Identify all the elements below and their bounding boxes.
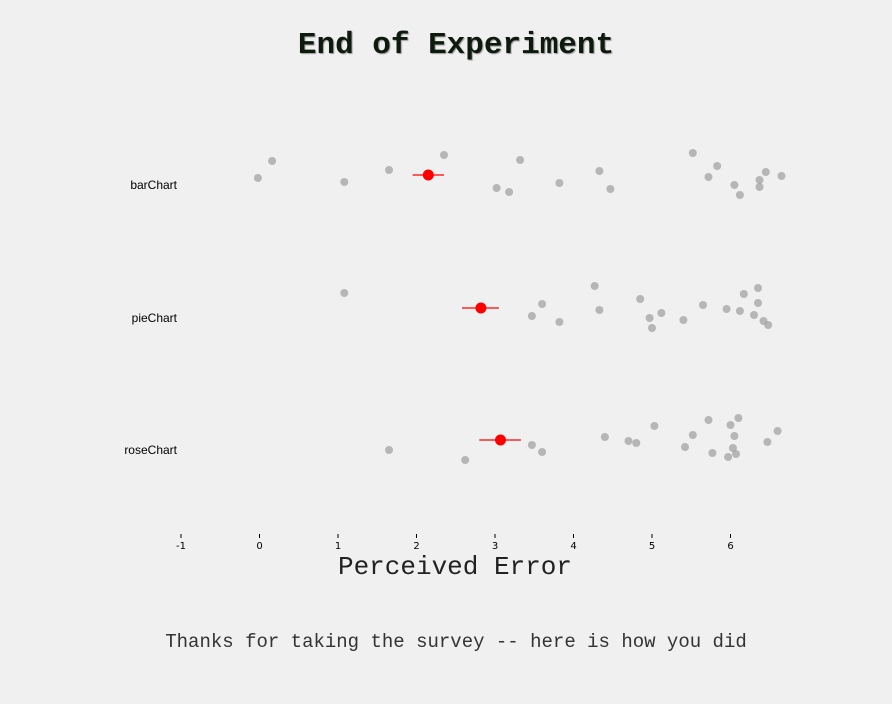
x-tick-label: 5: [649, 541, 655, 552]
data-point: [595, 306, 604, 314]
data-point: [527, 312, 536, 320]
data-point: [492, 184, 501, 192]
data-point: [590, 282, 599, 290]
data-point: [624, 437, 633, 445]
data-point: [555, 179, 564, 187]
data-point: [650, 422, 659, 430]
page-title: End of Experiment: [297, 28, 615, 63]
data-point: [645, 314, 654, 322]
category-label-roseChart: roseChart: [124, 443, 177, 457]
footer-message: Thanks for taking the survey -- here is …: [165, 631, 747, 653]
x-tick-label: -1: [176, 541, 186, 552]
mean-marker-barChart: [422, 169, 434, 181]
data-point: [730, 432, 739, 440]
data-point: [688, 149, 697, 157]
data-point: [440, 151, 448, 159]
data-point: [516, 156, 525, 164]
data-point: [385, 166, 393, 174]
data-point: [704, 416, 713, 424]
x-tick-label: 0: [256, 541, 262, 552]
data-point: [268, 157, 277, 165]
data-point: [724, 453, 733, 461]
data-point: [734, 414, 743, 422]
data-point: [340, 289, 349, 297]
data-point: [732, 450, 740, 458]
data-point: [750, 311, 758, 319]
data-point: [754, 284, 762, 292]
x-tick-label: 6: [727, 541, 733, 552]
category-labels: barChart pieChart roseChart: [124, 178, 177, 457]
data-point: [735, 191, 744, 199]
category-label-pieChart: pieChart: [132, 311, 178, 325]
data-point: [699, 301, 707, 309]
data-point: [754, 299, 762, 307]
data-point: [461, 456, 470, 464]
data-point: [761, 168, 770, 176]
data-point: [764, 321, 773, 329]
mean-markers: [412, 169, 521, 446]
data-point: [538, 448, 547, 456]
data-point: [657, 309, 666, 317]
x-tick-label: 2: [413, 541, 419, 552]
data-point: [385, 446, 393, 454]
data-point: [648, 324, 656, 332]
data-point: [704, 173, 713, 181]
mean-marker-roseChart: [495, 434, 506, 446]
data-point: [763, 438, 772, 446]
data-point: [505, 188, 514, 196]
data-point: [253, 174, 262, 182]
data-point: [538, 300, 547, 308]
data-point: [713, 162, 722, 170]
data-point: [735, 307, 744, 315]
data-point: [636, 295, 645, 303]
x-axis-title: Perceived Error: [338, 552, 572, 582]
data-point: [632, 439, 641, 447]
data-point: [755, 176, 764, 184]
mean-marker-pieChart: [475, 302, 487, 314]
x-tick-label: 3: [492, 541, 498, 552]
data-point: [722, 305, 731, 313]
data-point: [606, 185, 615, 193]
x-tick-label: 4: [570, 541, 576, 552]
data-point: [726, 421, 735, 429]
data-point: [595, 167, 604, 175]
data-point: [728, 444, 737, 452]
data-point: [755, 183, 764, 191]
data-point: [739, 290, 748, 298]
data-point: [681, 443, 689, 451]
data-point: [600, 433, 609, 441]
data-point: [708, 449, 717, 457]
data-point: [527, 441, 536, 449]
category-label-barChart: barChart: [130, 178, 177, 192]
x-axis: -1 0 1 2 3 4 5 6: [176, 534, 734, 552]
data-points: [253, 149, 786, 464]
data-point: [773, 427, 782, 435]
data-point: [679, 316, 688, 324]
data-point: [777, 172, 786, 180]
data-point: [555, 318, 564, 326]
data-point: [340, 178, 349, 186]
x-tick-label: 1: [335, 541, 341, 552]
data-point: [730, 181, 739, 189]
data-point: [688, 431, 697, 439]
